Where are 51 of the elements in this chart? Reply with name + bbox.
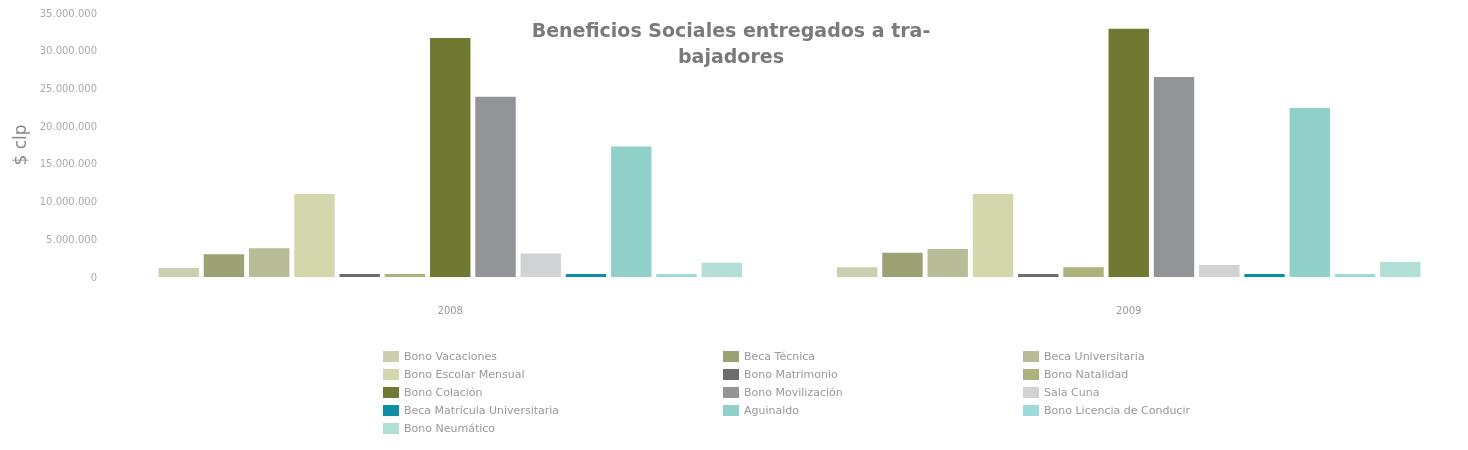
bar [1063, 267, 1104, 277]
bar [203, 254, 245, 277]
y-tick-label: 20.000.000 [39, 120, 97, 132]
bar [158, 267, 199, 277]
bar [430, 37, 471, 277]
x-tick-label: 2008 [437, 304, 463, 316]
bar [1289, 108, 1330, 277]
bar [656, 273, 697, 277]
bar [1199, 264, 1240, 277]
bar [294, 194, 335, 277]
legend-label: Bono Licencia de Conducir [1044, 404, 1191, 417]
y-tick-label: 35.000.000 [39, 7, 97, 19]
bar [701, 262, 743, 277]
text: Beneficios Sociales entregados a tra- bajadores [531, 19, 931, 67]
legend-label: Bono Natalidad [1044, 368, 1129, 381]
legend-label: Bono Vacaciones [404, 350, 498, 363]
bar [1244, 273, 1285, 277]
y-tick-label: 30.000.000 [39, 45, 97, 57]
legend-label: Bono Matrimonio [744, 368, 839, 381]
legend-label: Beca Universitaria [1044, 350, 1145, 363]
bar [1018, 273, 1059, 277]
legend-label: Aguinaldo [744, 404, 800, 417]
x-tick-label: 2009 [1116, 304, 1142, 316]
bar [1153, 77, 1195, 277]
y-tick-label: 25.000.000 [39, 82, 97, 94]
bar [882, 252, 923, 277]
bar [565, 273, 607, 277]
legend-label: Beca Matrícula Universitaria [404, 404, 560, 417]
legend-label: Bono Escolar Mensual [404, 368, 525, 381]
bar [475, 96, 516, 277]
bar [1380, 261, 1421, 277]
bar [1108, 28, 1149, 277]
legend-label: Beca Técnica [744, 350, 816, 363]
y-tick-label: 5.000.000 [46, 233, 97, 245]
bar [249, 248, 290, 277]
bar [837, 267, 878, 277]
y-tick-label: 15.000.000 [39, 158, 97, 170]
bar [520, 253, 561, 277]
y-axis-title: $ clp [10, 124, 31, 166]
bar [611, 146, 652, 277]
y-tick-label: 10.000.000 [39, 196, 97, 208]
bar [1334, 273, 1376, 277]
legend-label: Bono Colación [404, 386, 483, 399]
bar [972, 194, 1014, 277]
legend-label: Bono Neumático [404, 422, 496, 435]
y-tick-label: 0 [90, 271, 97, 283]
legend-label: Sala Cuna [1044, 386, 1100, 399]
legend-label: Bono Movilización [744, 386, 843, 399]
bar [339, 273, 380, 277]
bar [384, 273, 426, 277]
bar [927, 249, 968, 277]
